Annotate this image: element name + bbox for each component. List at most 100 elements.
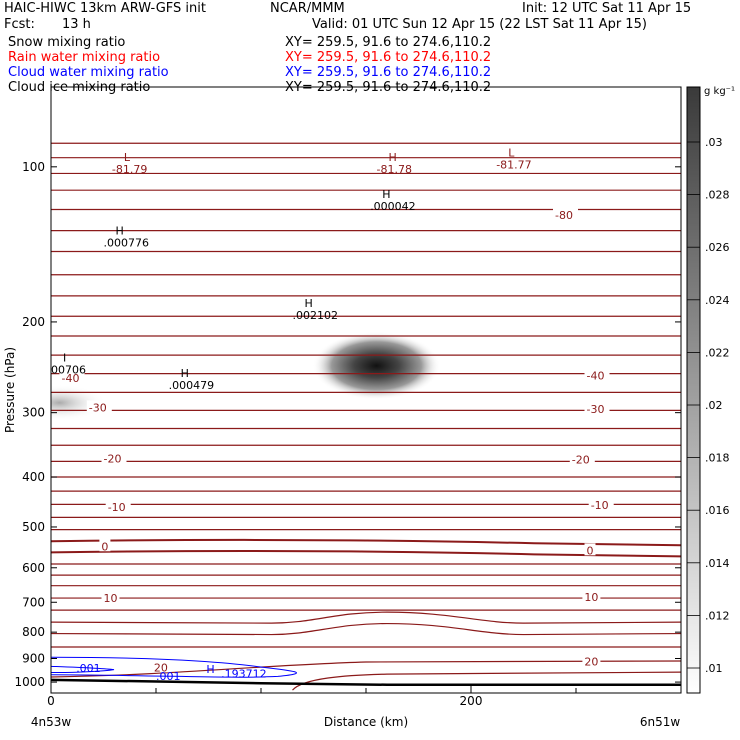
isotherm-line [51,538,681,547]
temperature-label: 0 [101,540,108,553]
snow-max-shade [312,331,441,400]
legend-snow-xy: XY= 259.5, 91.6 to 274.6,110.2 [285,35,492,50]
legend-rain-xy: XY= 259.5, 91.6 to 274.6,110.2 [285,50,492,65]
temperature-label: -30 [587,403,605,416]
temperature-label-bg [584,401,610,414]
extrema-value: .000042 [370,200,416,213]
extrema-value: 00706 [51,363,86,376]
x-tick-label: 0 [47,694,55,708]
extrema-mark: H [389,151,397,164]
temperature-label-bg [86,400,112,413]
extrema-value: .002102 [293,309,339,322]
temperature-label-bg [553,207,578,220]
x-end-location: 6n51w [640,715,681,729]
temperature-label: -30 [89,401,107,414]
extrema-mark: H [116,225,124,238]
y-tick-label: 600 [22,561,45,575]
temperature-label: 10 [104,592,118,605]
extrema-mark: L [124,151,131,164]
temperature-label-bg [99,539,111,552]
colorbar-tick-label: .01 [705,662,723,675]
cloud-water-outer [51,656,297,678]
temperature-label: -80 [555,209,573,222]
extrema-mark: L [508,146,515,159]
isotherm-line [51,611,681,624]
temperature-label: -40 [587,369,605,382]
temperature-label: 0 [587,544,594,557]
cloud-water-contours [51,656,297,678]
temperature-label-bg [584,543,596,556]
colorbar-tick-label: .016 [705,504,730,517]
temperature-label-bg [584,368,610,381]
valid-time: Valid: 01 UTC Sun 12 Apr 15 (22 LST Sat … [312,17,647,32]
extrema-mark: H [305,297,313,310]
isotherm-line [292,671,681,691]
x-axis-label: Distance (km) [324,715,408,729]
cloud-water-inner [51,665,115,674]
colorbar: .03 .028 .026 .024 .022 .02 .018 .016 .014 .012 .0… [686,86,735,694]
y-tick-label: 400 [22,470,45,484]
extrema-value: -81.77 [496,158,531,171]
extrema-value: .000479 [169,379,215,392]
colorbar-tick-label: .03 [705,136,723,149]
isotherm-line [51,550,681,558]
y-tick-label: 100 [22,160,45,174]
temperature-label-bg [151,660,170,673]
x-tick-label: 200 [460,694,483,708]
colorbar-tick-label: .02 [705,399,723,412]
temperature-label: -20 [104,452,122,465]
legend-rain: Rain water mixing ratio [8,50,161,65]
y-tick-label: 800 [22,625,45,639]
chart-title: HAIC-HIWC 13km ARW-GFS init [4,1,206,16]
temperature-label-bg [582,589,601,602]
temperature-label-bg [101,591,120,604]
legend-cloud-water: Cloud water mixing ratio [8,65,169,80]
x-start-location: 4n53w [31,715,72,729]
cloud-water-label: .193712 [221,668,267,681]
extrema-value: -81.78 [377,163,412,176]
colorbar-tick-label: .024 [705,294,730,307]
temperature-label: -40 [62,372,80,385]
colorbar-unit: g kg⁻¹ [704,86,735,97]
colorbar-tick-label: .026 [705,241,730,254]
extrema-mark: I [63,351,66,364]
cloud-water-label: .001 [156,670,181,683]
forecast-label: Fcst: [4,17,35,32]
temperature-label: -10 [108,501,126,514]
colorbar-tick-label: .014 [705,557,730,570]
temperature-label-bg [101,451,127,464]
extrema-value: .000776 [104,237,150,250]
temperature-label: 20 [154,661,168,674]
isotherm-line [51,622,681,636]
temperature-label: -20 [572,454,590,467]
extrema-mark: H [382,188,390,201]
temperature-label-bg [569,452,595,465]
temperature-label: 10 [584,591,598,604]
temperature-label-bg [59,371,85,384]
colorbar-tick-label: .028 [705,189,730,202]
y-axis-label: Pressure (hPa) [3,347,17,433]
y-tick-label: 500 [22,520,45,534]
y-tick-label: 1000 [14,675,45,689]
temperature-contours [51,142,681,691]
colorbar-bar [686,86,701,694]
y-tick-label: 200 [22,315,45,329]
forecast-hour: 13 h [62,17,91,32]
colorbar-tick-label: .018 [705,452,730,465]
temperature-label-bg [582,654,601,667]
colorbar-tick-label: .022 [705,346,730,359]
y-tick-label: 300 [22,406,45,420]
extrema-mark: H [181,367,189,380]
temperature-label: -10 [591,499,609,512]
cloud-water-label: H [206,663,214,676]
colorbar-tick-label: .012 [705,609,730,622]
extrema-value: -81.79 [112,163,147,176]
legend-snow: Snow mixing ratio [8,35,126,50]
init-time: Init: 12 UTC Sat 11 Apr 15 [522,1,692,16]
legend-cloud-water-xy: XY= 259.5, 91.6 to 274.6,110.2 [285,65,492,80]
terrain-line [51,678,681,687]
temperature-label-bg [588,497,614,510]
